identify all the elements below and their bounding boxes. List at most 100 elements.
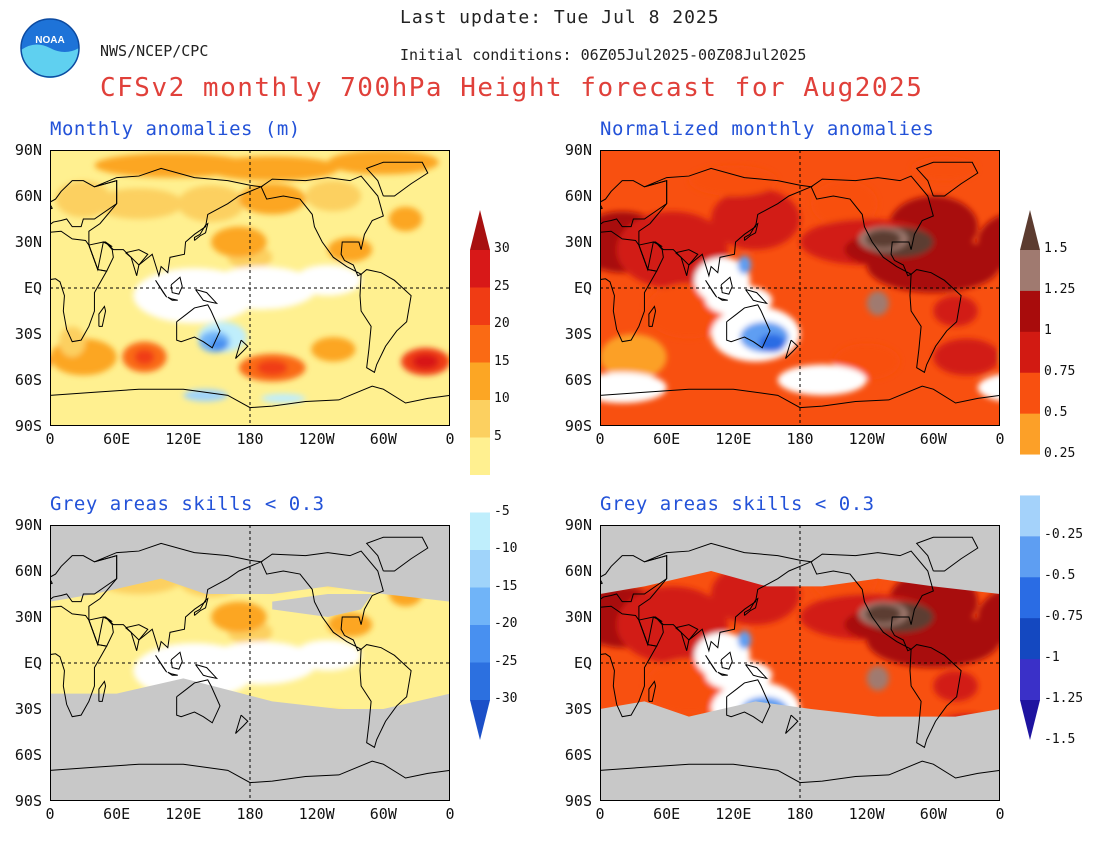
lat-tick-label: 60N bbox=[14, 187, 42, 205]
lat-tick-label: EQ bbox=[23, 279, 42, 297]
coastline-indonesia2 bbox=[167, 296, 178, 301]
coastline-india bbox=[125, 624, 149, 651]
colorbar-label: 30 bbox=[494, 241, 510, 256]
colorbar-label: 5 bbox=[494, 428, 502, 444]
colorbar-segment bbox=[1020, 250, 1040, 292]
colorbar-label: 25 bbox=[494, 278, 510, 294]
coastline-arabia bbox=[88, 241, 114, 272]
colorbar-segment bbox=[1020, 290, 1040, 333]
colorbar-anomalies bbox=[470, 210, 490, 740]
lon-tick-label: 60W bbox=[369, 430, 397, 448]
map-norm-skill-field-blob bbox=[866, 666, 889, 691]
coastline-indonesia1 bbox=[705, 655, 718, 673]
lat-tick-label: 30N bbox=[564, 608, 592, 626]
lat-tick-label: 90S bbox=[14, 417, 42, 435]
map-norm-field-blob bbox=[911, 156, 978, 181]
colorbar-label: 1.25 bbox=[1044, 281, 1076, 297]
colorbar-segment bbox=[1020, 372, 1040, 415]
coastline-africa bbox=[50, 230, 108, 343]
map-norm-field-blob bbox=[933, 338, 1000, 376]
lon-tick-label: 0 bbox=[595, 430, 605, 448]
colorbar-label: -1 bbox=[1044, 650, 1060, 666]
coastline-africa bbox=[50, 605, 108, 718]
lat-tick-label: 60N bbox=[14, 562, 42, 580]
coastline-arabia bbox=[88, 616, 114, 647]
map-anom-field-blob bbox=[238, 183, 306, 215]
colorbar-label: 0.75 bbox=[1044, 363, 1076, 379]
coastline-japan bbox=[743, 222, 759, 241]
colorbar-top-arrow bbox=[1020, 210, 1040, 250]
map-norm-field-blob bbox=[777, 364, 867, 396]
colorbar-label: -0.25 bbox=[1044, 527, 1084, 543]
lat-tick-label: 30S bbox=[14, 325, 42, 343]
coastline-indonesia2 bbox=[717, 296, 728, 301]
coastline-indonesia2 bbox=[717, 671, 728, 676]
lon-tick-label: 120W bbox=[848, 805, 885, 823]
colorbar-segment bbox=[1020, 577, 1040, 619]
map-anom-field-blob bbox=[412, 353, 439, 370]
colorbar-label: -5 bbox=[494, 503, 510, 519]
map-norm-field-blob bbox=[977, 374, 1000, 401]
map-anom-skill-field-blob bbox=[211, 601, 267, 633]
initial-conditions: Initial conditions: 06Z05Jul2025-00Z08Ju… bbox=[400, 46, 807, 64]
coastline-samerica bbox=[359, 269, 412, 374]
map-panel-normalized bbox=[600, 150, 1000, 426]
lat-tick-label: 60S bbox=[564, 746, 592, 764]
coastline-newguinea bbox=[745, 289, 769, 305]
lon-tick-label: 180 bbox=[236, 805, 264, 823]
colorbar-label: 10 bbox=[494, 391, 510, 406]
colorbar-label: -1.25 bbox=[1044, 691, 1084, 706]
coastline-japan bbox=[743, 597, 759, 616]
map-norm-skill-field-blob bbox=[933, 670, 978, 702]
coastline-japan bbox=[193, 597, 209, 616]
lon-tick-label: 180 bbox=[786, 430, 814, 448]
colorbar-label: -1.5 bbox=[1044, 731, 1076, 747]
colorbar-bottom-arrow bbox=[470, 700, 490, 740]
coastline-arabia bbox=[638, 241, 664, 272]
lon-tick-label: 60W bbox=[919, 430, 947, 448]
colorbar-segment bbox=[470, 362, 490, 401]
colorbar-label: -25 bbox=[494, 653, 518, 669]
coastline-arabia bbox=[638, 616, 664, 647]
map-anom-field-blob bbox=[305, 180, 362, 212]
lon-tick-label: 60E bbox=[103, 805, 131, 823]
colorbar-label: 15 bbox=[494, 353, 510, 369]
map-anom-field-blob bbox=[256, 360, 288, 376]
panel-title-anom: Monthly anomalies (m) bbox=[50, 118, 301, 140]
coastline-greenland bbox=[365, 161, 429, 197]
colorbar-label: -10 bbox=[494, 541, 518, 556]
colorbar-normalized bbox=[1020, 210, 1040, 740]
coastline-australia bbox=[176, 304, 221, 349]
map-norm-field-blob bbox=[811, 180, 878, 227]
panel-title-norm-skill: Grey areas skills < 0.3 bbox=[600, 493, 875, 515]
map-anom-field-blob bbox=[205, 156, 339, 181]
lat-tick-label: EQ bbox=[23, 654, 42, 672]
colorbar-segment bbox=[470, 662, 490, 701]
lat-tick-label: 30S bbox=[564, 700, 592, 718]
lat-tick-label: 60S bbox=[564, 371, 592, 389]
lat-tick-label: 30N bbox=[14, 233, 42, 251]
lon-tick-label: 120W bbox=[848, 430, 885, 448]
colorbar-label: -20 bbox=[494, 616, 518, 631]
map-norm-field-blob bbox=[866, 291, 889, 316]
colorbar-label: 0.5 bbox=[1044, 404, 1068, 420]
colorbar-segment bbox=[1020, 659, 1040, 701]
coastline-samerica bbox=[909, 269, 962, 374]
map-anom-field-blob bbox=[327, 237, 373, 262]
panel-title-anom-skill: Grey areas skills < 0.3 bbox=[50, 493, 325, 515]
coastline-antarctica bbox=[50, 385, 450, 409]
coastline-antarctica bbox=[600, 760, 1000, 784]
map-anom-field-blob bbox=[134, 349, 155, 365]
map-frame bbox=[600, 525, 1000, 801]
colorbar-top-arrow bbox=[470, 210, 490, 250]
map-anom-field-blob bbox=[210, 338, 228, 351]
lon-tick-label: 0 bbox=[995, 805, 1005, 823]
colorbar-label: 0.25 bbox=[1044, 445, 1076, 461]
lon-tick-label: 180 bbox=[236, 430, 264, 448]
colorbar-segment bbox=[1020, 331, 1040, 374]
map-panel-normalized-skill bbox=[600, 525, 1000, 801]
noaa-logo: NOAA bbox=[20, 18, 80, 79]
coastline-nz bbox=[785, 339, 799, 359]
map-panel-anomalies bbox=[50, 150, 450, 426]
colorbar-label: -0.75 bbox=[1044, 609, 1084, 625]
